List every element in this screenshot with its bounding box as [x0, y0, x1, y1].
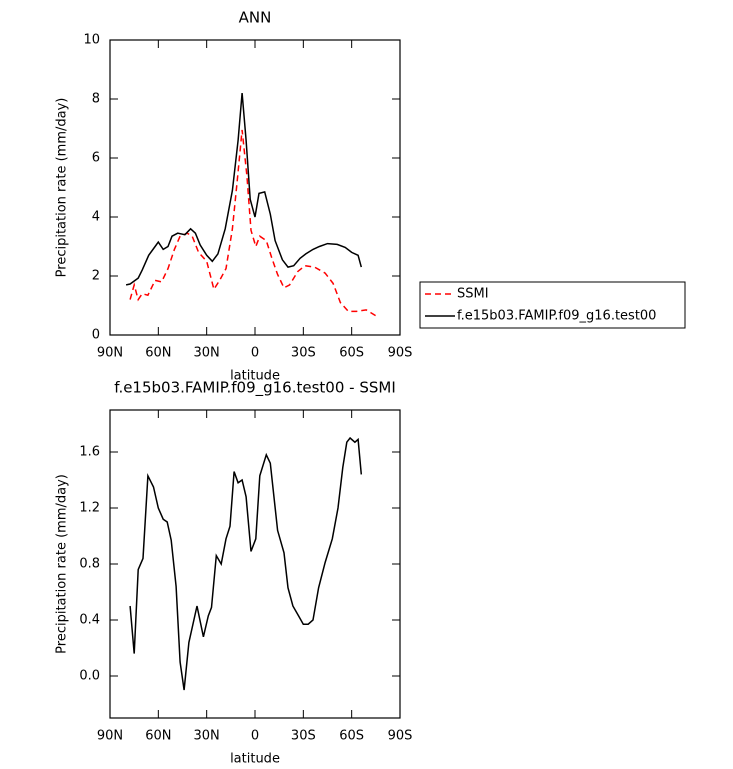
- x-tick-label: 90S: [388, 346, 413, 361]
- y-tick-label: 4: [92, 210, 100, 225]
- y-axis-label: Precipitation rate (mm/day): [55, 474, 70, 654]
- plot-frame: [109, 39, 401, 336]
- y-tick-label: 0.0: [79, 669, 100, 684]
- data-line: [129, 436, 363, 691]
- x-tick-label: 30S: [291, 346, 316, 361]
- y-tick-label: 6: [92, 151, 100, 166]
- x-tick-label: 30S: [291, 729, 316, 744]
- y-tick-label: 1.6: [79, 445, 100, 460]
- y-tick-label: 1.2: [79, 501, 100, 516]
- plot-frame: [109, 409, 401, 719]
- chart-title: f.e15b03.FAMIP.f09_g16.test00 - SSMI: [114, 379, 396, 398]
- x-tick-label: 0: [251, 346, 259, 361]
- legend-label: f.e15b03.FAMIP.f09_g16.test00: [457, 309, 656, 324]
- x-tick-label: 60N: [145, 729, 171, 744]
- x-tick-label: 30N: [194, 729, 220, 744]
- x-axis-label: latitude: [230, 752, 280, 767]
- y-tick-label: 0: [92, 328, 100, 343]
- x-tick-label: 60N: [145, 346, 171, 361]
- y-tick-label: 10: [83, 33, 100, 48]
- x-tick-label: 90S: [388, 729, 413, 744]
- y-tick-label: 0.8: [79, 557, 100, 572]
- y-tick-label: 2: [92, 269, 100, 284]
- legend-label: SSMI: [457, 287, 489, 302]
- y-tick-label: 0.4: [79, 613, 100, 628]
- x-axis-label: latitude: [230, 369, 280, 384]
- x-tick-label: 90N: [97, 346, 123, 361]
- chart-title: ANN: [239, 9, 272, 27]
- data-line: [125, 93, 363, 286]
- x-tick-label: 90N: [97, 729, 123, 744]
- data-line: [129, 129, 377, 317]
- legend-box: [419, 281, 686, 329]
- y-axis-label: Precipitation rate (mm/day): [55, 98, 70, 278]
- x-tick-label: 0: [251, 729, 259, 744]
- y-tick-label: 8: [92, 92, 100, 107]
- x-tick-label: 60S: [339, 729, 364, 744]
- x-tick-label: 30N: [194, 346, 220, 361]
- x-tick-label: 60S: [339, 346, 364, 361]
